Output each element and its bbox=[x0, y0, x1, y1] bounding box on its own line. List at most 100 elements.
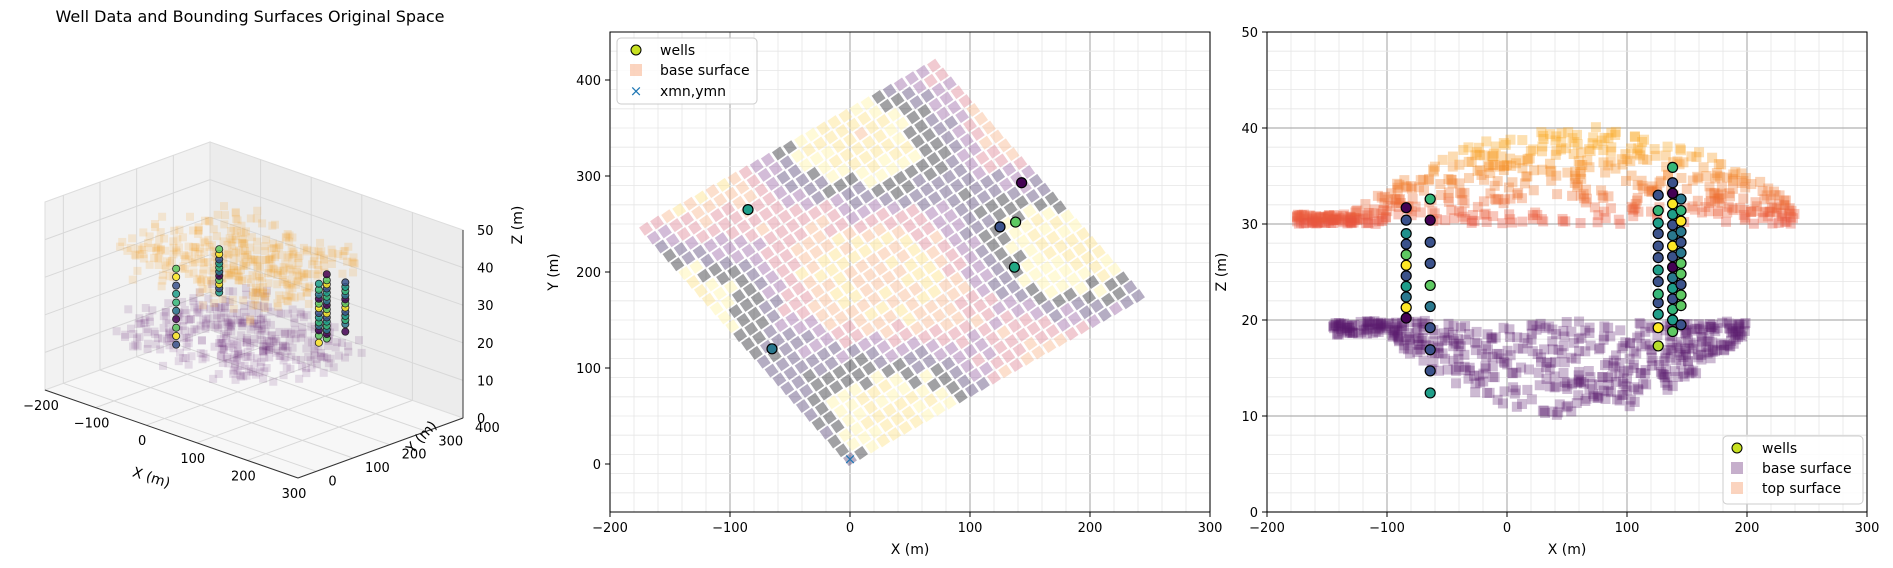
base-surface-point bbox=[796, 305, 811, 320]
base-surface-point bbox=[803, 407, 818, 422]
base-surface-point bbox=[1585, 372, 1596, 383]
base-surface-point bbox=[909, 188, 923, 203]
base-surface-point bbox=[189, 297, 198, 306]
base-surface-point bbox=[1682, 327, 1693, 338]
base-surface-point bbox=[1534, 321, 1545, 332]
top-surface-point bbox=[1674, 159, 1685, 170]
well-point bbox=[1652, 228, 1664, 240]
base-surface-point bbox=[823, 317, 838, 332]
top-surface-point bbox=[258, 287, 267, 296]
top-surface-point bbox=[1628, 203, 1639, 214]
base-surface-point bbox=[1460, 321, 1471, 332]
top-surface-point bbox=[210, 299, 219, 308]
base-surface-point bbox=[1389, 328, 1400, 339]
base-surface-point bbox=[1571, 398, 1582, 409]
base-surface-point bbox=[914, 119, 929, 134]
top-surface-point bbox=[152, 246, 161, 255]
base-surface-point bbox=[836, 256, 851, 271]
top-surface-point bbox=[1567, 190, 1578, 201]
grid-line bbox=[146, 364, 312, 426]
base-surface-point bbox=[979, 361, 994, 376]
top-surface-point bbox=[1496, 151, 1507, 162]
top-surface-point bbox=[288, 284, 297, 293]
well-point bbox=[1652, 252, 1664, 264]
base-surface-point bbox=[205, 305, 214, 314]
base-surface-point bbox=[1438, 328, 1449, 339]
base-surface-point bbox=[265, 337, 274, 346]
base-surface-point bbox=[1009, 358, 1024, 373]
base-surface-point bbox=[1360, 324, 1371, 335]
base-surface-point bbox=[239, 372, 248, 381]
y-tick-label: 20 bbox=[1241, 314, 1258, 329]
base-surface-point bbox=[262, 336, 271, 345]
base-surface-point bbox=[1337, 326, 1348, 337]
top-surface-point bbox=[1505, 214, 1516, 225]
top-surface-point bbox=[1361, 218, 1372, 229]
base-surface-point bbox=[298, 362, 307, 371]
top-surface-point bbox=[220, 220, 229, 229]
top-surface-point bbox=[1774, 190, 1785, 201]
base-surface-point bbox=[761, 285, 776, 300]
base-surface-point bbox=[1702, 348, 1713, 359]
base-surface-point bbox=[1598, 334, 1609, 345]
base-surface-point bbox=[1397, 320, 1408, 331]
base-surface-point bbox=[1705, 318, 1716, 329]
base-surface-point bbox=[738, 165, 753, 180]
base-surface-point bbox=[196, 349, 205, 358]
top-surface-point bbox=[261, 292, 270, 301]
top-surface-point bbox=[166, 258, 175, 267]
base-surface-point bbox=[134, 320, 143, 329]
top-surface-point bbox=[1574, 160, 1585, 171]
base-surface-point bbox=[900, 273, 915, 288]
top-surface-point bbox=[1556, 137, 1567, 148]
base-surface-point bbox=[1461, 365, 1472, 376]
top-surface-point bbox=[1473, 142, 1484, 153]
well-point bbox=[1652, 340, 1664, 352]
top-surface-point bbox=[1378, 205, 1389, 216]
base-surface-point bbox=[942, 169, 957, 184]
base-surface-point bbox=[239, 308, 248, 317]
base-surface-point bbox=[978, 229, 993, 244]
base-surface-point bbox=[1086, 314, 1101, 329]
base-surface-point bbox=[201, 324, 210, 333]
base-surface-point bbox=[179, 334, 188, 343]
base-surface-point bbox=[1599, 321, 1610, 332]
base-surface-point bbox=[269, 337, 278, 346]
base-surface-point bbox=[815, 214, 830, 229]
base-surface-point bbox=[169, 344, 178, 353]
base-surface-point bbox=[257, 315, 266, 324]
top-surface-point bbox=[1545, 129, 1556, 140]
base-surface-point bbox=[810, 377, 825, 392]
top-surface-point bbox=[181, 252, 190, 261]
top-surface-point bbox=[302, 270, 311, 279]
base-surface-point bbox=[946, 287, 961, 302]
top-surface-point bbox=[1386, 188, 1397, 199]
top-surface-point bbox=[228, 235, 237, 244]
base-surface-point bbox=[320, 353, 329, 362]
base-surface-point bbox=[1007, 318, 1022, 333]
top-surface-point bbox=[255, 277, 264, 286]
base-surface-point bbox=[1368, 328, 1379, 339]
base-surface-point bbox=[1697, 321, 1708, 332]
base-surface-point bbox=[990, 262, 1005, 277]
top-surface-point bbox=[1655, 175, 1666, 186]
base-surface-point bbox=[923, 393, 938, 408]
base-surface-point bbox=[216, 335, 225, 344]
top-surface-point bbox=[198, 284, 207, 293]
top-surface-point bbox=[252, 286, 261, 295]
top-surface-point bbox=[220, 202, 229, 211]
base-surface-point bbox=[257, 324, 266, 333]
base-surface-point bbox=[179, 354, 188, 363]
base-surface-point bbox=[278, 342, 287, 351]
base-surface-point bbox=[1696, 350, 1707, 361]
base-surface-point bbox=[859, 376, 874, 391]
base-surface-point bbox=[178, 297, 187, 306]
base-surface-point bbox=[890, 92, 905, 107]
base-surface-point bbox=[1573, 333, 1584, 344]
base-surface-point bbox=[1048, 308, 1063, 323]
base-surface-point bbox=[1056, 317, 1071, 332]
base-surface-point bbox=[1667, 381, 1678, 392]
top-surface-point bbox=[246, 255, 255, 264]
base-surface-point bbox=[1567, 379, 1578, 390]
base-surface-point bbox=[1131, 289, 1145, 303]
